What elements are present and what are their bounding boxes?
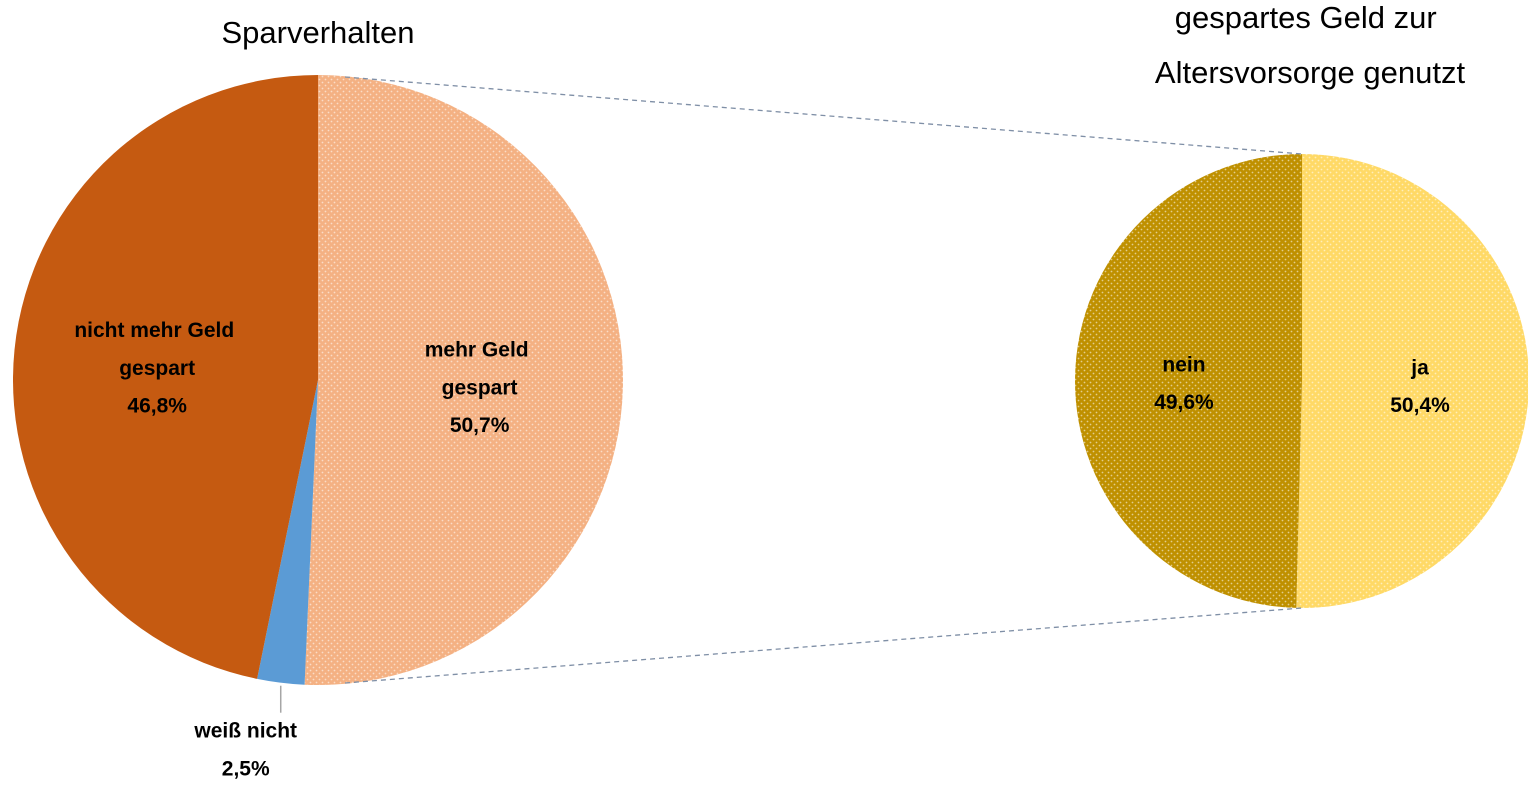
connector-line (344, 607, 1303, 684)
slice-label: nein (1162, 353, 1205, 376)
pie-slice (257, 380, 318, 685)
slice-label: mehr Geld gespart (425, 338, 535, 399)
chart-title: gespartes Geld zur Altersvorsorge genutz… (1155, 0, 1466, 90)
slice-value-label: 50,7% (450, 414, 510, 437)
chart-title: Sparverhalten (221, 15, 414, 50)
slice-value-label: 49,6% (1154, 391, 1214, 414)
slice-label: nicht mehr Geld gespart (74, 318, 240, 379)
slice-label: ja (1410, 356, 1429, 379)
slice-label: weiß nicht (193, 719, 297, 742)
pie-slice (304, 75, 623, 685)
slice-value-label: 2,5% (222, 757, 270, 780)
pie-slice (1075, 154, 1302, 608)
pie-slice (13, 75, 319, 679)
slice-value-label: 46,8% (127, 394, 187, 417)
pie-slice (1296, 154, 1528, 608)
slice-value-label: 50,4% (1390, 394, 1450, 417)
connector-line (344, 76, 1303, 155)
